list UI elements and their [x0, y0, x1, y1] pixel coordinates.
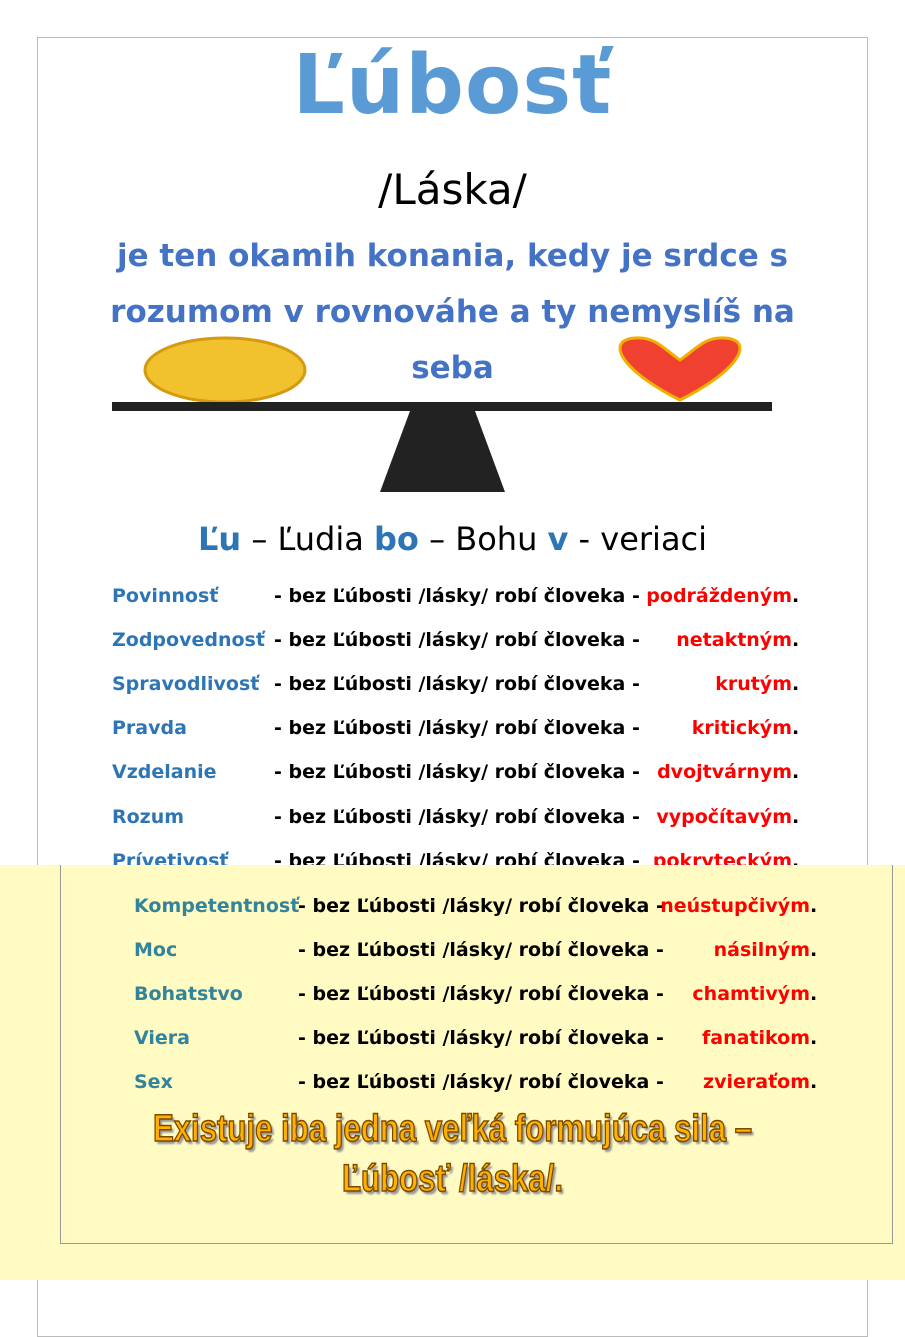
subtitle: /Láska/ [378, 165, 527, 214]
middle-text: - bez Ľúbosti /lásky/ robí človeka - [274, 629, 640, 651]
period: . [792, 806, 800, 828]
middle-text: - bez Ľúbosti /lásky/ robí človeka - [274, 806, 640, 828]
virtue-label: Kompetentnosť [134, 895, 300, 917]
balance-illustration [112, 336, 772, 492]
result-word: podráždeným [646, 585, 792, 607]
banner-line-2: Ľúbosť /láska/. [341, 1157, 563, 1201]
virtue-label: Moc [134, 939, 178, 961]
result-word: fanatikom [701, 1027, 810, 1049]
virtue-label: Viera [134, 1027, 190, 1049]
period: . [792, 850, 800, 872]
result-word: kritickým [691, 717, 792, 739]
period: . [792, 673, 800, 695]
yellow-panel [0, 865, 905, 1280]
period: . [792, 761, 800, 783]
virtue-label: Sex [134, 1071, 173, 1093]
middle-text: - bez Ľúbosti /lásky/ robí človeka - [298, 1071, 664, 1093]
middle-text: - bez Ľúbosti /lásky/ robí človeka - [298, 895, 664, 917]
virtue-label: Povinnosť [112, 585, 219, 607]
result-word: násilným [713, 939, 810, 961]
virtue-label: Bohatstvo [134, 983, 243, 1005]
period: . [792, 717, 800, 739]
period: . [810, 895, 818, 917]
virtue-label: Pravda [112, 717, 187, 739]
heart-icon [618, 336, 742, 402]
banner-line-1: Existuje iba jedna veľká formujúca sila … [152, 1107, 753, 1151]
period: . [810, 1027, 818, 1049]
result-word: netaktným [676, 629, 792, 651]
result-word: vypočítavým [656, 806, 792, 828]
virtue-label: Vzdelanie [112, 761, 217, 783]
middle-text: - bez Ľúbosti /lásky/ robí človeka - [298, 983, 664, 1005]
middle-text: - bez Ľúbosti /lásky/ robí človeka - [274, 673, 640, 695]
middle-text: - bez Ľúbosti /lásky/ robí človeka - [298, 1027, 664, 1049]
result-word: zvieraťom [703, 1071, 810, 1093]
middle-text: - bez Ľúbosti /lásky/ robí človeka - [298, 939, 664, 961]
intro-text: je ten okamih konania, kedy je srdce s r… [110, 238, 795, 386]
middle-text: - bez Ľúbosti /lásky/ robí človeka - [274, 761, 640, 783]
result-word: dvojtvárnym [657, 761, 792, 783]
period: . [810, 1071, 818, 1093]
period: . [792, 585, 800, 607]
page-title: Ľúbosť [292, 38, 613, 133]
result-word: krutým [715, 673, 792, 695]
virtue-label: Rozum [112, 806, 185, 828]
period: . [810, 983, 818, 1005]
middle-text: - bez Ľúbosti /lásky/ robí človeka - [274, 717, 640, 739]
yellow-panel-border [60, 865, 893, 1244]
period: . [792, 629, 800, 651]
middle-text: - bez Ľúbosti /lásky/ robí človeka - [274, 585, 640, 607]
acronym-line: Ľu – Ľudia bo – Bohu v - veriaci [197, 520, 708, 558]
period: . [810, 939, 818, 961]
virtue-label: Zodpovednosť [112, 629, 265, 651]
virtue-label: Spravodlivosť [112, 673, 260, 695]
brain-icon [143, 336, 307, 404]
result-word: neústupčivým [660, 895, 810, 917]
result-word: chamtivým [692, 983, 810, 1005]
